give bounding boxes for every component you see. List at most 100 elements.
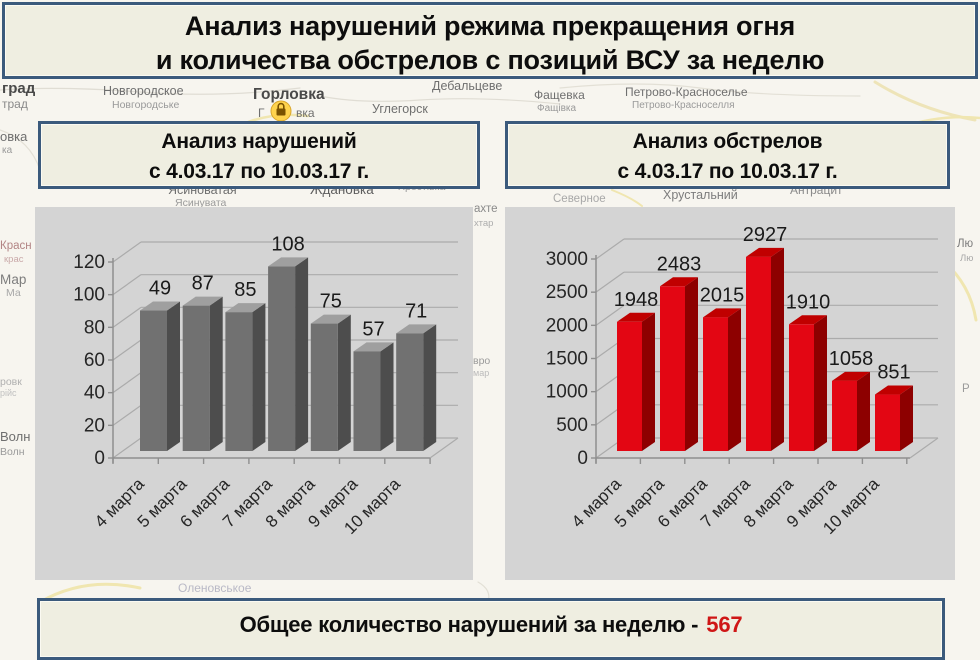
- violations-header-box: Анализ нарушений с 4.03.17 по 10.03.17 г…: [38, 121, 480, 189]
- bar-side-face: [295, 257, 309, 451]
- bar-value-label: 75: [320, 291, 342, 313]
- bar-value-label: 2927: [743, 224, 788, 246]
- bar: [660, 286, 685, 451]
- bar-top-face: [789, 315, 827, 325]
- bar-value-label: 49: [149, 278, 171, 300]
- bar: [182, 305, 210, 451]
- bar-top-face: [225, 303, 266, 313]
- map-place-label: Г: [258, 106, 265, 120]
- bar-side-face: [857, 371, 870, 451]
- footer-banner: Общее количество нарушений за неделю - 56…: [37, 598, 945, 660]
- grid-riser-line: [112, 241, 142, 263]
- y-axis-tick-label: 80: [84, 317, 105, 338]
- y-axis-tick-label: 500: [556, 415, 588, 436]
- bar-side-face: [209, 296, 223, 451]
- map-place-label: Мар: [0, 271, 27, 287]
- bar-top-face: [353, 342, 394, 352]
- floor-right-edge: [429, 437, 459, 459]
- y-axis-tick-label: 3000: [546, 249, 588, 270]
- map-place-label: хтар: [474, 217, 494, 229]
- y-axis-tick-label: 1500: [546, 349, 588, 370]
- map-place-label: Ма: [6, 286, 21, 299]
- map-place-label: град: [2, 80, 36, 97]
- map-place-label: Петрово-Красноселля: [632, 100, 735, 111]
- map-place-label: ахте: [474, 202, 498, 215]
- violations-header-line-1: Анализ нарушений: [161, 130, 357, 153]
- bar-top-face: [875, 385, 913, 395]
- grid-riser-line: [112, 306, 142, 328]
- map-place-label: Лю: [957, 237, 974, 250]
- bar-top-face: [617, 312, 655, 322]
- bar-side-face: [728, 308, 741, 451]
- map-place-label: Хрустальний: [663, 187, 738, 202]
- bar-top-face: [310, 314, 351, 324]
- grid-riser-line: [595, 271, 625, 293]
- bar: [617, 321, 642, 451]
- map-place-label: ровк: [0, 375, 22, 388]
- map-place-label: Фащівка: [537, 103, 577, 114]
- bar-value-label: 108: [271, 233, 304, 255]
- y-axis-tick-label: 20: [84, 415, 105, 436]
- bar-value-label: 1910: [786, 291, 831, 313]
- map-place-label: Северное: [553, 192, 606, 205]
- bar-top-face: [140, 301, 180, 311]
- map-place-label: Горловка: [253, 85, 325, 103]
- map-place-label: ка: [2, 145, 13, 156]
- y-axis-tick-label: 60: [84, 350, 105, 371]
- map-place-label: Красн: [0, 239, 32, 252]
- bar: [746, 256, 771, 451]
- bar-top-face: [832, 371, 870, 381]
- y-axis-tick-label: 100: [73, 285, 105, 306]
- title-line-1: Анализ нарушений режима прекращения огня: [184, 11, 796, 41]
- bar: [353, 351, 381, 451]
- bar-value-label: 85: [234, 279, 256, 301]
- map-place-label: Оленовськое: [178, 581, 252, 595]
- map-place-label: Фащевка: [534, 88, 585, 102]
- bar: [875, 394, 900, 451]
- title-banner: Анализ нарушений режима прекращения огня…: [2, 2, 978, 79]
- y-axis-tick-label: 1000: [546, 382, 588, 403]
- floor-right-edge: [909, 437, 939, 459]
- grid-riser-line: [112, 437, 142, 459]
- grid-riser-line: [112, 404, 142, 426]
- grid-riser-line: [595, 238, 625, 260]
- bar-side-face: [771, 247, 784, 451]
- grid-riser-line: [112, 339, 142, 361]
- bar-value-label: 87: [192, 273, 214, 295]
- y-axis-tick-label: 0: [94, 448, 105, 469]
- map-place-label: крас: [4, 253, 24, 265]
- shellings-header-line-2: с 4.03.17 по 10.03.17 г.: [617, 160, 838, 183]
- bar-top-face: [703, 308, 741, 318]
- bar-side-face: [900, 385, 913, 451]
- y-axis-tick-label: 40: [84, 383, 105, 404]
- bar-value-label: 851: [877, 362, 910, 384]
- y-axis-tick-label: 2500: [546, 282, 588, 303]
- bar: [703, 317, 728, 451]
- bar: [225, 312, 253, 451]
- bar: [140, 310, 167, 451]
- violations-header-line-2: с 4.03.17 по 10.03.17 г.: [148, 160, 370, 183]
- bar: [789, 324, 814, 451]
- map-place-label: Волн: [0, 429, 31, 444]
- bar-top-face: [396, 324, 437, 334]
- bar-side-face: [814, 315, 827, 451]
- bar-side-face: [167, 301, 180, 451]
- map-place-label: мар: [473, 368, 490, 378]
- bar-top-face: [746, 247, 784, 257]
- y-axis-tick-label: 120: [73, 252, 105, 273]
- grid-riser-line: [595, 304, 625, 326]
- bar: [396, 333, 424, 451]
- bar-value-label: 1948: [614, 289, 659, 311]
- map-place-label: Новгородское: [103, 83, 184, 98]
- map-place-label: Ясинувата: [175, 196, 227, 209]
- bar-value-label: 71: [405, 300, 427, 322]
- bar-top-face: [268, 257, 309, 267]
- bar-value-label: 1058: [829, 348, 874, 370]
- map-place-label: Р: [962, 382, 970, 395]
- y-axis-tick-label: 2000: [546, 315, 588, 336]
- bar-side-face: [685, 277, 698, 451]
- map-place-label: овка: [0, 129, 28, 144]
- bar-side-face: [642, 312, 655, 451]
- bar-value-label: 2483: [657, 253, 702, 275]
